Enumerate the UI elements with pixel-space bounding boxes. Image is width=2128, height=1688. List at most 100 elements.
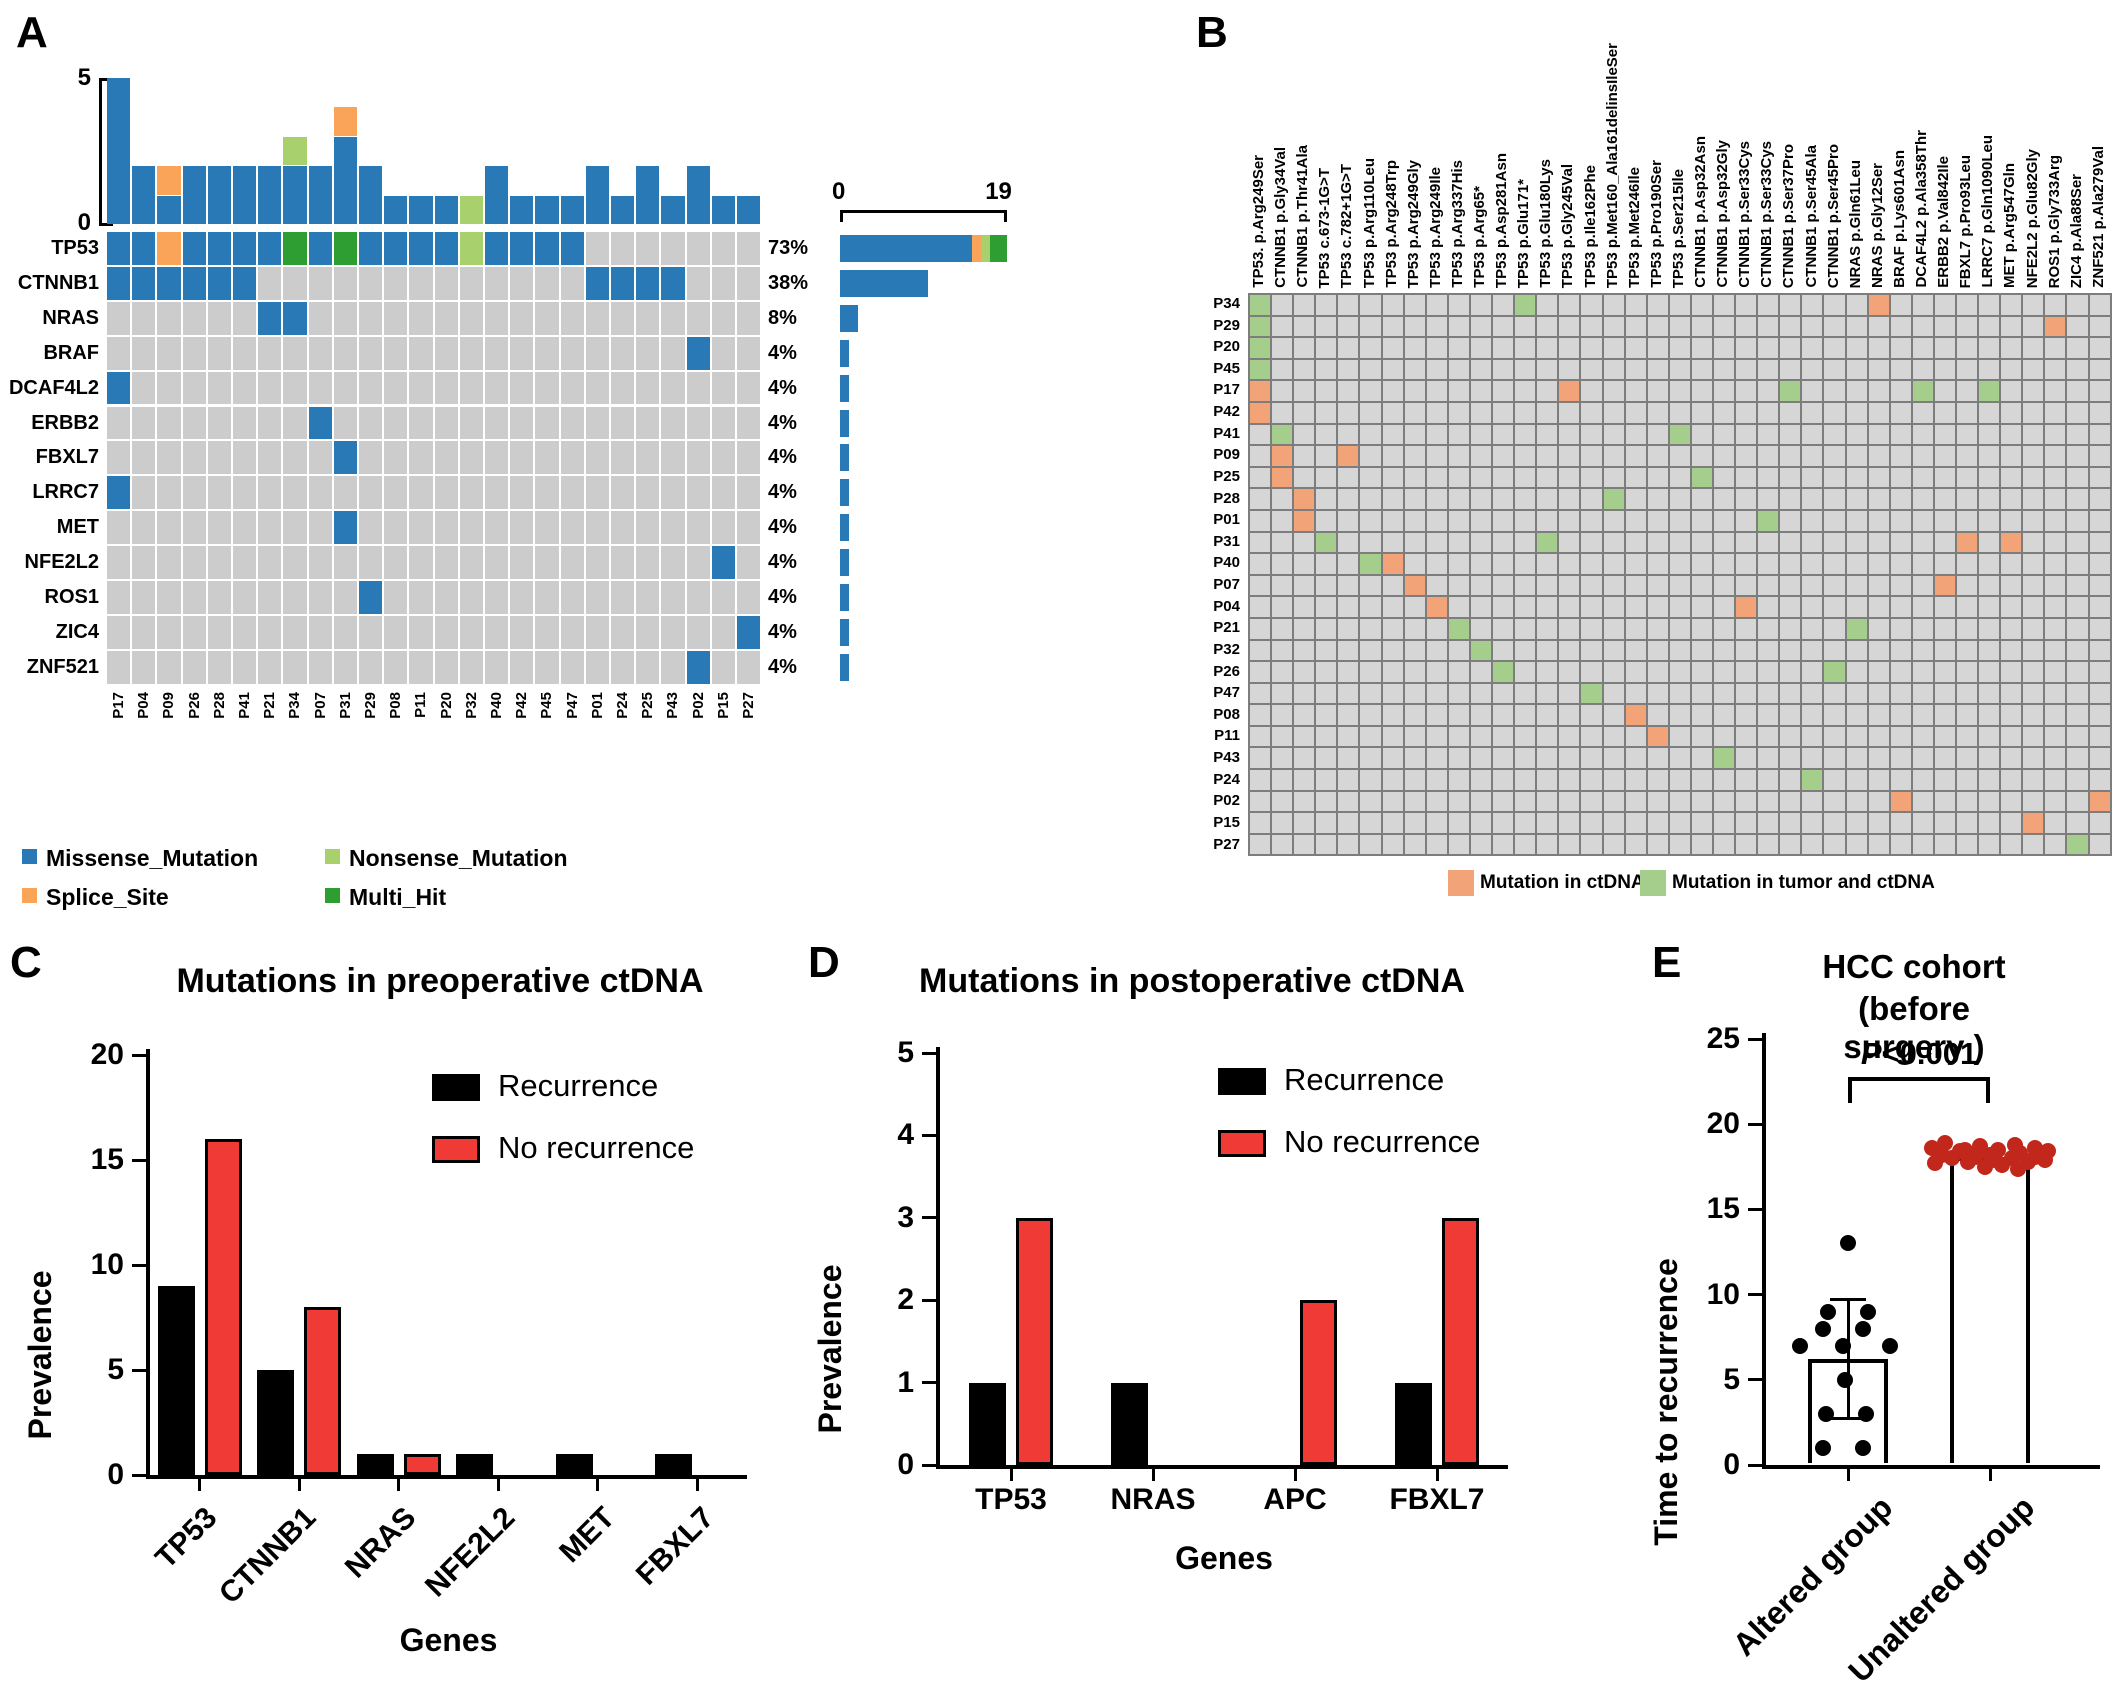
empty-grid-cell [1713,532,1735,553]
oncoprint-cell [359,336,383,370]
oncoprint-cell [283,371,307,405]
empty-grid-cell [1382,295,1403,315]
empty-grid-cell [1316,770,1337,790]
sample-label: P11 [412,692,430,718]
empty-grid-cell [1713,402,1735,423]
empty-grid-cell [1448,748,1469,769]
oncoprint-cell [283,441,307,475]
empty-grid-cell [1736,662,1757,682]
empty-grid-cell [1426,316,1447,337]
empty-grid-cell [1272,597,1293,617]
empty-grid-cell [1957,705,1978,725]
empty-grid-cell [2045,726,2066,747]
empty-grid-cell [1537,748,1558,769]
empty-grid-cell [1802,316,1823,337]
oncoprint-cell [485,476,509,510]
oncoprint-cell [333,441,357,475]
empty-grid-cell [1802,813,1823,833]
tumor-and-ctdna-mutation-cell [1515,295,1536,315]
empty-grid-cell [1360,640,1381,661]
empty-grid-cell [1957,813,1978,833]
empty-grid-cell [2089,359,2110,380]
empty-grid-cell [1868,532,1889,553]
oncoprint-cell [711,546,735,579]
empty-grid-cell [1404,295,1425,315]
empty-grid-cell [1338,402,1359,423]
empty-grid-cell [1713,316,1735,337]
empty-grid-cell [1912,662,1933,682]
empty-grid-cell [1338,770,1359,790]
empty-grid-cell [1426,424,1447,445]
empty-grid-cell [2067,510,2088,531]
empty-grid-cell [1272,554,1293,574]
empty-grid-cell [1404,381,1425,401]
empty-grid-cell [1979,575,2000,596]
sample-label: P26 [185,692,203,719]
oncoprint-cell [459,581,483,614]
ctdna-mutation-cell [1736,597,1757,617]
oncoprint-cell [207,336,231,370]
sample-label: P43 [664,692,682,719]
empty-grid-cell [1780,640,1801,661]
empty-grid-cell [1470,597,1492,617]
patient-row-label: P11 [1214,727,1240,745]
empty-grid-cell [2067,618,2088,639]
oncoprint-cell [737,511,761,545]
gene-label: ROS1 [44,586,99,608]
sample-label: P32 [462,692,480,719]
empty-grid-cell [1890,618,1911,639]
patient-row-label: P04 [1213,597,1240,615]
empty-grid-cell [1316,683,1337,704]
oncoprint-cell [585,371,609,405]
empty-grid-cell [2089,532,2110,553]
empty-grid-cell [1669,295,1690,315]
empty-grid-cell [1448,575,1469,596]
empty-grid-cell [2023,510,2044,531]
oncoprint-cell [157,476,181,510]
gene-summary-bar-segment [840,549,849,577]
oncoprint-cell [510,441,534,475]
empty-grid-cell [1360,338,1381,358]
oncoprint-cell [409,581,433,614]
empty-grid-cell [1647,338,1668,358]
oncoprint-cell [737,266,761,300]
oncoprint-cell [308,301,332,335]
empty-grid-cell [1404,834,1425,855]
y-axis-tick-label: 20 [1706,1107,1740,1141]
empty-grid-cell [1647,532,1668,553]
empty-grid-cell [1272,791,1293,812]
empty-grid-cell [2045,705,2066,725]
empty-grid-cell [1581,295,1602,315]
empty-grid-cell [1404,618,1425,639]
empty-grid-cell [1294,554,1315,574]
mutation-column-label: MET p.Arg547Gln [2001,162,2019,288]
empty-grid-cell [1934,791,1955,812]
empty-grid-cell [1360,748,1381,769]
sample-mutation-bar-segment [258,166,282,224]
sample-mutation-bar-segment [207,166,231,224]
oncoprint-cell [636,266,660,300]
empty-grid-cell [1294,597,1315,617]
oncoprint-cell [207,232,231,265]
empty-grid-cell [1846,359,1867,380]
empty-grid-cell [1382,575,1403,596]
empty-grid-cell [1426,726,1447,747]
empty-grid-cell [2067,554,2088,574]
empty-grid-cell [1691,338,1712,358]
sample-label: P31 [336,692,354,719]
empty-grid-cell [1559,813,1580,833]
sample-label: P01 [588,692,606,719]
oncoprint-cell [434,511,458,545]
oncoprint-cell [409,336,433,370]
empty-grid-cell [1426,791,1447,812]
empty-grid-cell [1846,705,1867,725]
oncoprint-cell [283,406,307,440]
empty-grid-cell [1581,770,1602,790]
empty-grid-cell [1780,726,1801,747]
oncoprint-cell [409,615,433,649]
empty-grid-cell [1515,726,1536,747]
empty-grid-cell [1448,834,1469,855]
oncoprint-cell [636,615,660,649]
empty-grid-cell [2067,640,2088,661]
empty-grid-cell [2089,295,2110,315]
